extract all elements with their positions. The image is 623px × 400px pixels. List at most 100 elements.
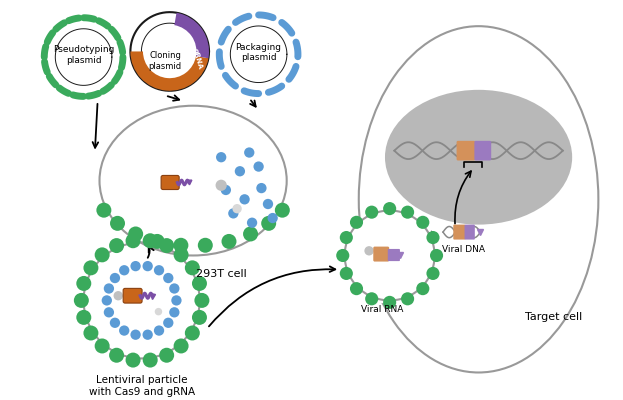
Circle shape <box>174 247 189 262</box>
FancyBboxPatch shape <box>373 246 389 262</box>
FancyBboxPatch shape <box>123 288 142 303</box>
Circle shape <box>143 261 153 271</box>
Circle shape <box>104 283 114 294</box>
Circle shape <box>254 162 264 172</box>
Circle shape <box>169 307 179 318</box>
Circle shape <box>83 326 98 340</box>
Circle shape <box>159 348 174 363</box>
Circle shape <box>364 246 374 256</box>
Circle shape <box>109 348 124 363</box>
Circle shape <box>263 199 273 209</box>
Circle shape <box>383 296 396 309</box>
Ellipse shape <box>385 90 572 225</box>
Circle shape <box>401 292 414 305</box>
Circle shape <box>222 234 237 249</box>
Circle shape <box>74 293 89 308</box>
Circle shape <box>143 330 153 340</box>
Circle shape <box>350 216 363 229</box>
FancyBboxPatch shape <box>454 225 465 240</box>
FancyBboxPatch shape <box>465 225 475 240</box>
Circle shape <box>154 326 164 336</box>
Circle shape <box>174 338 189 354</box>
Circle shape <box>247 218 257 228</box>
Circle shape <box>119 265 130 276</box>
Circle shape <box>171 295 181 306</box>
Circle shape <box>119 326 130 336</box>
FancyBboxPatch shape <box>457 141 475 160</box>
Circle shape <box>185 260 200 275</box>
Circle shape <box>163 318 173 328</box>
Text: gRNA: gRNA <box>192 48 204 70</box>
Circle shape <box>126 233 141 248</box>
FancyBboxPatch shape <box>474 141 491 160</box>
Circle shape <box>216 152 226 162</box>
Circle shape <box>228 208 239 218</box>
Circle shape <box>340 231 353 244</box>
Circle shape <box>430 249 443 262</box>
Circle shape <box>95 338 110 354</box>
Circle shape <box>154 265 164 276</box>
Circle shape <box>426 231 440 244</box>
Circle shape <box>107 266 176 335</box>
Circle shape <box>256 183 267 193</box>
Circle shape <box>232 204 242 213</box>
Circle shape <box>341 207 438 304</box>
Circle shape <box>243 226 258 242</box>
Circle shape <box>169 283 179 294</box>
Circle shape <box>76 276 92 291</box>
Text: Packaging
plasmid: Packaging plasmid <box>235 43 282 62</box>
Wedge shape <box>130 52 209 91</box>
Circle shape <box>192 276 207 291</box>
Circle shape <box>126 352 141 368</box>
Text: Target cell: Target cell <box>525 312 582 322</box>
Circle shape <box>155 308 162 315</box>
Text: Cloning
plasmid: Cloning plasmid <box>148 51 181 70</box>
Circle shape <box>416 282 429 295</box>
Circle shape <box>221 185 231 195</box>
Circle shape <box>275 203 290 218</box>
Circle shape <box>401 206 414 219</box>
Circle shape <box>235 166 245 176</box>
Circle shape <box>159 238 174 253</box>
FancyBboxPatch shape <box>161 176 179 190</box>
Circle shape <box>173 238 188 253</box>
Circle shape <box>76 310 92 325</box>
Ellipse shape <box>100 106 287 256</box>
Text: Viral DNA: Viral DNA <box>442 245 485 254</box>
Circle shape <box>185 326 200 340</box>
Circle shape <box>365 206 378 219</box>
Text: Lentiviral particle
with Cas9 and gRNA: Lentiviral particle with Cas9 and gRNA <box>88 375 194 397</box>
Circle shape <box>113 291 123 300</box>
Circle shape <box>143 352 158 368</box>
Circle shape <box>150 234 164 249</box>
Ellipse shape <box>359 26 598 372</box>
Wedge shape <box>174 13 209 58</box>
Circle shape <box>426 267 440 280</box>
Circle shape <box>104 307 114 318</box>
Circle shape <box>194 293 209 308</box>
Circle shape <box>340 267 353 280</box>
Circle shape <box>198 238 213 253</box>
Circle shape <box>110 216 125 231</box>
Circle shape <box>383 202 396 215</box>
Circle shape <box>267 213 278 223</box>
Circle shape <box>143 233 158 248</box>
Circle shape <box>83 260 98 275</box>
Circle shape <box>109 238 124 253</box>
Circle shape <box>416 216 429 229</box>
Circle shape <box>244 147 254 158</box>
Circle shape <box>163 273 173 283</box>
Text: Cas9: Cas9 <box>155 41 177 50</box>
Text: 293T cell: 293T cell <box>196 268 247 278</box>
Circle shape <box>336 249 350 262</box>
Circle shape <box>130 261 141 271</box>
Circle shape <box>97 203 112 218</box>
Circle shape <box>350 282 363 295</box>
Circle shape <box>130 330 141 340</box>
Circle shape <box>216 180 227 191</box>
Circle shape <box>239 194 250 204</box>
Text: Pseudotyping
plasmid: Pseudotyping plasmid <box>53 46 114 65</box>
Circle shape <box>365 292 378 305</box>
Circle shape <box>110 318 120 328</box>
FancyBboxPatch shape <box>388 249 400 261</box>
